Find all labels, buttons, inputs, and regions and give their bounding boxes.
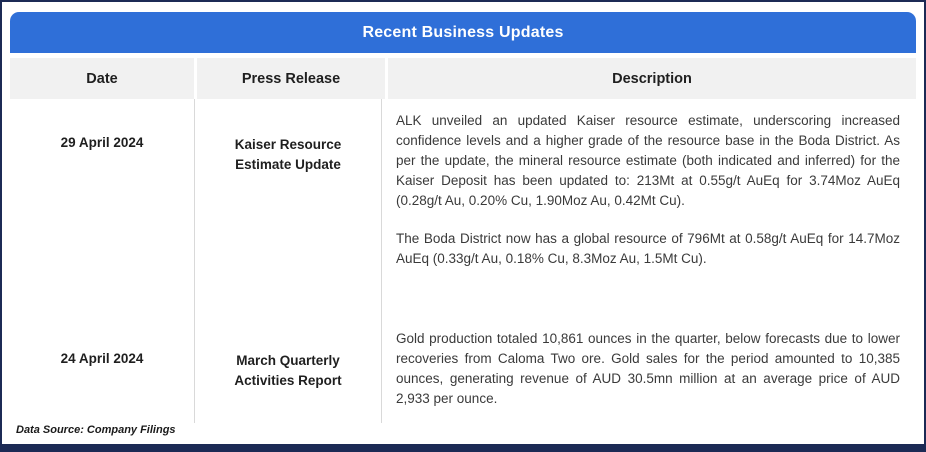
row-description: ALK unveiled an updated Kaiser resource …: [382, 99, 916, 317]
description-paragraph: ALK unveiled an updated Kaiser resource …: [396, 113, 900, 208]
row-date: 29 April 2024: [60, 135, 144, 150]
business-updates-table: Recent Business Updates Date Press Relea…: [10, 12, 916, 423]
data-source-note: Data Source: Company Filings: [16, 424, 176, 436]
description-paragraph: The Boda District now has a global resou…: [396, 230, 900, 266]
column-header-press-release: Press Release: [197, 58, 385, 99]
column-header-description: Description: [388, 58, 916, 99]
table-body: 29 April 2024 Kaiser Resource Estimate U…: [10, 99, 916, 423]
row-press-release: Kaiser Resource Estimate Update: [194, 99, 382, 317]
row-description: Gold production totaled 10,861 ounces in…: [382, 317, 916, 423]
table-header-row: Date Press Release Description: [10, 58, 916, 99]
table-title: Recent Business Updates: [10, 12, 916, 53]
table-row: 24 April 2024 March Quarterly Activities…: [10, 317, 916, 423]
description-paragraph: Gold production totaled 10,861 ounces in…: [396, 331, 900, 406]
table-row: 29 April 2024 Kaiser Resource Estimate U…: [10, 99, 916, 317]
row-press-release: March Quarterly Activities Report: [194, 317, 382, 423]
row-date: 24 April 2024: [60, 351, 144, 366]
column-header-date: Date: [10, 58, 194, 99]
